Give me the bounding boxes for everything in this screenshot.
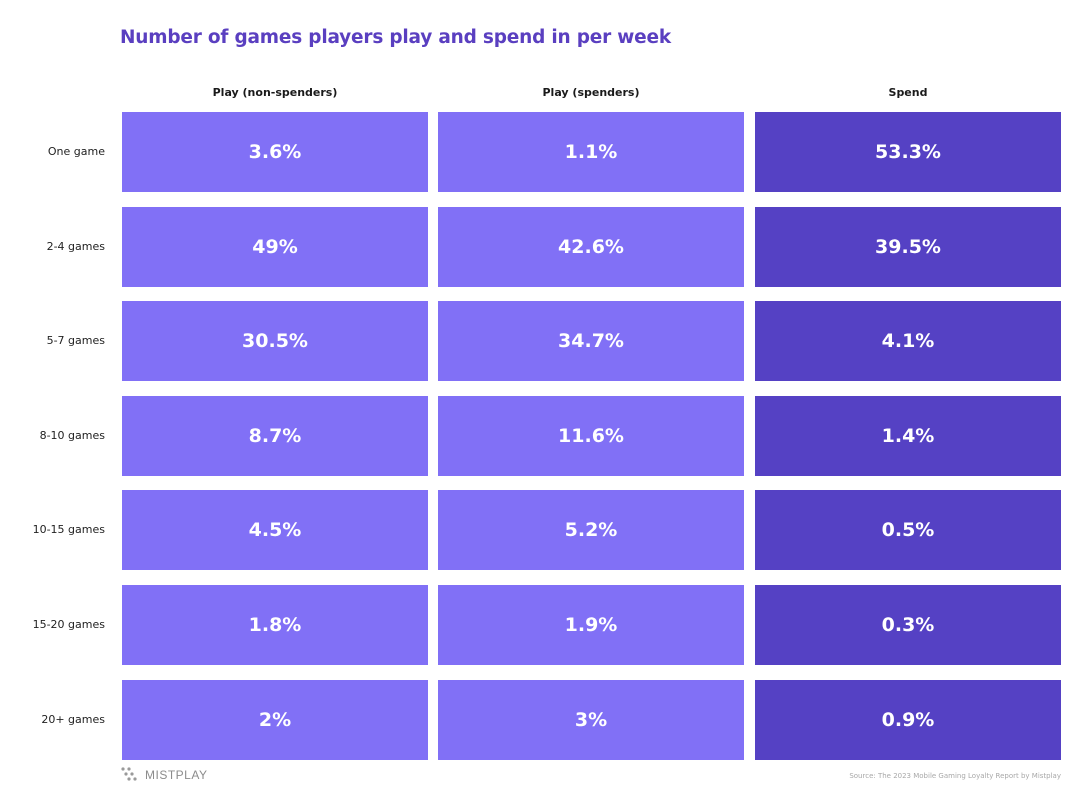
- data-cell: 42.6%: [438, 206, 744, 287]
- column-header: Play (spenders): [542, 86, 640, 99]
- row-label: 10-15 games: [32, 523, 105, 537]
- data-cell: 0.9%: [755, 679, 1061, 760]
- chart-title: Number of games players play and spend i…: [120, 27, 671, 48]
- data-cell: 11.6%: [438, 395, 744, 476]
- row-label: 8-10 games: [39, 428, 105, 442]
- data-cell: 53.3%: [755, 112, 1061, 192]
- mistplay-logo-icon: [121, 767, 137, 781]
- data-cell: 30.5%: [122, 301, 428, 382]
- data-cell: 0.5%: [755, 490, 1061, 571]
- data-cell: 4.5%: [122, 490, 428, 571]
- data-cell: 1.4%: [755, 395, 1061, 476]
- data-cell: 4.1%: [755, 301, 1061, 382]
- mistplay-logo: MISTPLAY: [121, 767, 207, 783]
- data-cell: 2%: [122, 679, 428, 760]
- row-label: One game: [47, 145, 105, 158]
- row-label: 5-7 games: [46, 334, 105, 348]
- row-label: 20+ games: [41, 712, 105, 726]
- row-label: 15-20 games: [32, 618, 105, 631]
- data-cell: 1.8%: [122, 585, 428, 665]
- source-note: Source: The 2023 Mobile Gaming Loyalty R…: [849, 772, 1061, 780]
- row-label: 2-4 games: [46, 239, 105, 253]
- data-cell: 3%: [438, 679, 744, 760]
- data-cell: 49%: [122, 206, 428, 287]
- data-cell: 3.6%: [122, 112, 428, 192]
- column-header: Spend: [888, 86, 928, 99]
- logo-text: MISTPLAY: [145, 768, 208, 782]
- data-cell: 1.9%: [438, 585, 744, 665]
- data-cell: 39.5%: [755, 206, 1061, 287]
- data-cell: 8.7%: [122, 395, 428, 476]
- data-cell: 1.1%: [438, 112, 744, 192]
- data-cell: 0.3%: [755, 585, 1061, 665]
- data-cell: 5.2%: [438, 490, 744, 571]
- column-header: Play (non-spenders): [212, 86, 338, 99]
- data-cell: 34.7%: [438, 301, 744, 382]
